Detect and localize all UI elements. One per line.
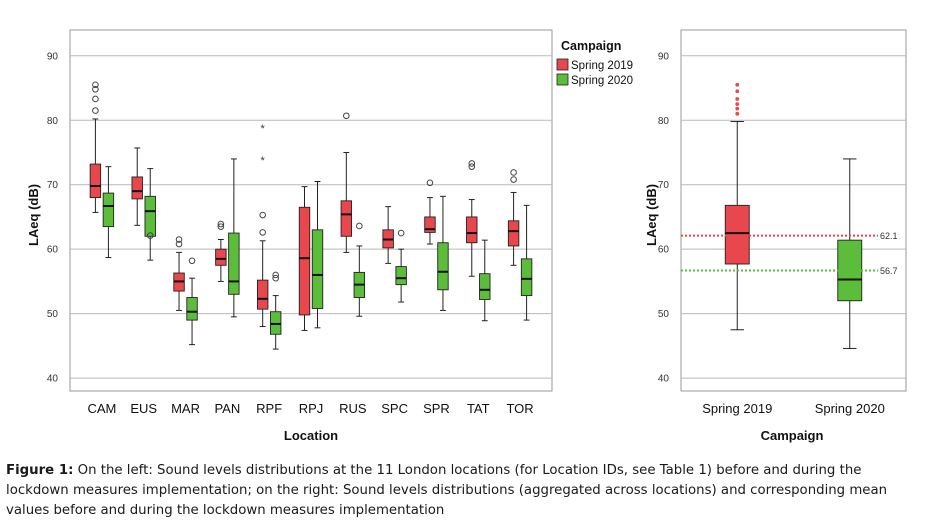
box-rpf-spring-2020-outlier-0 [272, 274, 279, 282]
box-rus-spring-2020-outlier-0 [356, 222, 363, 230]
left-y-tick-50: 50 [47, 309, 59, 320]
box-spr-spring-2019-box [424, 216, 436, 233]
left-y-tick-80: 80 [47, 116, 59, 127]
left-x-tick-mar: MAR [171, 401, 200, 416]
box-cam-spring-2019-outlier-3 [92, 81, 99, 89]
box-rpj-spring-2019-box [298, 206, 311, 316]
right-y-tick-90: 90 [658, 51, 670, 62]
left-x-tick-spr: SPR [423, 401, 450, 416]
left-y-tick-40: 40 [47, 374, 59, 385]
right-y-tick-70: 70 [658, 180, 670, 191]
left-x-axis-label: Location [284, 428, 338, 443]
box-pan-spring-2020-box [228, 232, 240, 295]
box-spc-spring-2020-box [395, 266, 407, 286]
box-rus-spring-2019-outlier-0 [343, 112, 350, 120]
right-y-tick-60: 60 [658, 245, 670, 256]
right-plot-frame [680, 29, 907, 392]
box-rpf-spring-2019-outlier-1 [259, 211, 266, 219]
box-mar-spring-2019-outlier-0 [175, 240, 183, 248]
box-cam-spring-2019-outlier-2 [92, 86, 99, 93]
left-x-tick-pan: PAN [214, 401, 240, 416]
box-mar-spring-2020-box [186, 297, 198, 321]
box-tor-spring-2019-box [507, 220, 520, 247]
left-x-tick-spc: SPC [381, 401, 408, 416]
agg-box-spring-2019-outlier-1 [735, 106, 740, 111]
agg-box-spring-2019-outlier-3 [735, 97, 740, 101]
mean-label-0: 62.1 [880, 231, 898, 241]
legend-swatch-spring-2019 [556, 58, 569, 71]
box-tor-spring-2019-outlier-1 [510, 169, 517, 176]
left-x-tick-rpf: RPF [256, 401, 282, 416]
box-tat-spring-2020-box [479, 273, 491, 300]
left-x-tick-rpj: RPJ [299, 401, 324, 416]
box-tor-spring-2020-box [520, 258, 533, 297]
box-rpf-spring-2019-outlier-0 [259, 229, 266, 236]
left-y-tick-90: 90 [47, 51, 59, 62]
box-spr-spring-2020-box [437, 242, 449, 291]
box-rpf-spring-2019-extreme-0: * [261, 155, 266, 167]
box-cam-spring-2019-outlier-1 [92, 95, 99, 103]
box-tat-spring-2019-outlier-0 [468, 163, 476, 170]
agg-box-spring-2019-outlier-5 [735, 82, 740, 87]
agg-box-spring-2019-outlier-4 [735, 89, 740, 94]
legend: Campaign Spring 2019 Spring 2020 [556, 39, 633, 87]
left-y-axis-label: LAeq (dB) [26, 184, 41, 246]
box-cam-spring-2019-box [89, 163, 102, 199]
right-y-axis-label: LAeq (dB) [644, 184, 659, 246]
box-pan-spring-2019-box [215, 248, 227, 266]
box-eus-spring-2020-box [144, 195, 156, 237]
left-boxplot-chart: LAeq (dB) Location 40 50 60 70 80 90 CAM EUS MAR… [26, 29, 553, 443]
box-eus-spring-2020-outlier-0 [146, 232, 154, 239]
box-cam-spring-2019-outlier-0 [92, 107, 99, 114]
box-cam-spring-2020-box [102, 192, 115, 228]
right-x-tick-spring-2020: Spring 2020 [815, 401, 885, 416]
box-mar-spring-2019-outlier-1 [175, 236, 183, 243]
right-x-axis-label: Campaign [761, 428, 824, 443]
box-eus-spring-2019-box [131, 176, 143, 200]
box-pan-spring-2019-outlier-0 [217, 223, 225, 230]
agg-box-spring-2019-outlier-2 [735, 102, 740, 107]
left-x-tick-tat: TAT [467, 401, 490, 416]
caption-text: On the left: Sound levels distributions … [6, 463, 888, 518]
agg-box-spring-2019-outlier-0 [735, 111, 740, 116]
box-pan-spring-2019-outlier-1 [217, 220, 225, 228]
legend-entry-spring-2019: Spring 2019 [571, 60, 633, 72]
left-plot-frame [69, 29, 553, 392]
left-y-tick-70: 70 [47, 180, 59, 191]
right-boxplot-chart: LAeq (dB) Campaign 40 50 60 70 80 90 Spring 20… [644, 29, 907, 443]
figure-caption: Figure 1: On the left: Sound levels dist… [6, 461, 924, 521]
left-y-tick-60: 60 [47, 245, 59, 256]
box-rpf-spring-2020-outlier-1 [272, 271, 279, 279]
legend-title: Campaign [561, 39, 621, 53]
box-rpf-spring-2019-extreme-1: * [261, 123, 266, 135]
right-y-tick-40: 40 [658, 374, 670, 385]
left-x-tick-eus: EUS [130, 401, 157, 416]
figure-canvas: LAeq (dB) Location 40 50 60 70 80 90 CAM EUS MAR… [26, 29, 907, 443]
legend-entry-spring-2020: Spring 2020 [571, 75, 633, 87]
left-x-tick-rus: RUS [339, 401, 367, 416]
legend-swatch-spring-2020 [556, 73, 569, 86]
caption-label: Figure 1: [6, 463, 74, 478]
right-y-tick-50: 50 [658, 309, 670, 320]
box-spc-spring-2020-outlier-0 [397, 229, 405, 237]
left-x-tick-cam: CAM [87, 401, 116, 416]
left-x-tick-tor: TOR [506, 401, 533, 416]
box-rpf-spring-2019-box [256, 279, 269, 310]
box-tor-spring-2019-outlier-0 [510, 176, 517, 183]
box-tat-spring-2019-outlier-1 [468, 160, 476, 167]
box-tat-spring-2019-box [466, 216, 478, 244]
right-y-tick-80: 80 [658, 116, 670, 127]
box-mar-spring-2020-outlier-0 [188, 257, 196, 265]
box-rpj-spring-2020-box [311, 229, 324, 309]
mean-label-1: 56.7 [880, 266, 898, 276]
box-rus-spring-2019-box [340, 200, 353, 237]
right-x-tick-spring-2019: Spring 2019 [702, 401, 772, 416]
box-spr-spring-2019-outlier-0 [426, 179, 434, 187]
